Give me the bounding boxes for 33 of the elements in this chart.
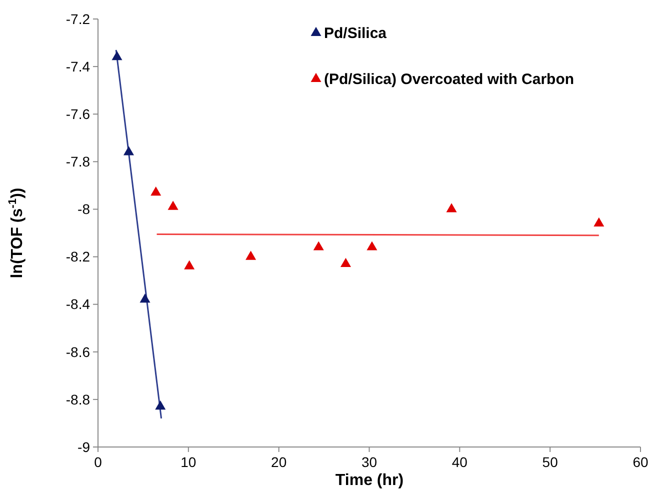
point [313, 241, 324, 250]
y-tick-label: -7.2 [66, 10, 90, 27]
y-tick-label: -8 [78, 201, 90, 218]
point [123, 146, 134, 156]
y-tick-label: -9 [78, 438, 90, 455]
point [155, 400, 166, 410]
y-tick-label: -7.4 [66, 58, 90, 74]
y-tick-label: -7.8 [66, 154, 90, 170]
x-tick-label: 30 [361, 454, 378, 470]
point [168, 200, 178, 210]
point [594, 217, 604, 227]
y-tick-label: -8.4 [66, 296, 90, 312]
point [340, 258, 352, 267]
x-tick-label: 10 [180, 454, 196, 470]
x-tick-label: 40 [452, 454, 468, 470]
x-tick-label: 50 [542, 454, 558, 470]
x-axis-title: Time (hr) [335, 472, 404, 489]
point [150, 186, 162, 196]
point [184, 260, 195, 270]
x-tick-label: 0 [94, 454, 102, 470]
y-tick-label: -8.2 [66, 248, 90, 265]
x-tick-label: 60 [632, 454, 648, 470]
y-tick-label: -8.6 [66, 344, 90, 360]
point [112, 50, 122, 60]
point [140, 294, 150, 303]
x-tick-label: 20 [271, 454, 287, 470]
point [246, 250, 256, 260]
y-tick-label: -7.6 [66, 106, 90, 122]
point [446, 203, 457, 212]
y-tick-label: -8.8 [66, 391, 90, 408]
point [366, 241, 378, 250]
legend-label: Pd/Silica [324, 25, 388, 42]
legend-label: (Pd/Silica) Overcoated with Carbon [324, 71, 574, 88]
